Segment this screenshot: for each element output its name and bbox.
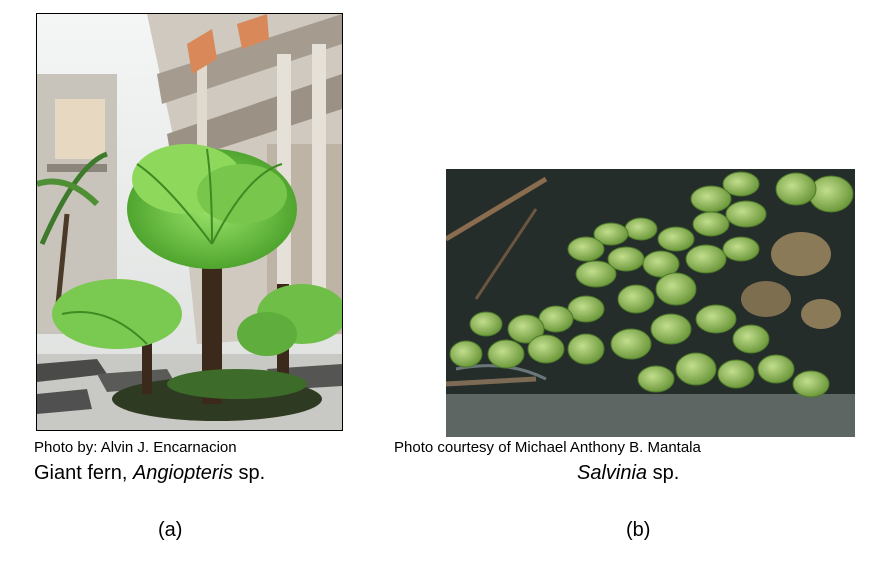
caption-a-genus: Angiopteris (132, 462, 233, 484)
figure-b-label: (b) (626, 519, 651, 541)
salvinia-photo (446, 169, 855, 437)
photo-b-credit: Photo courtesy of Michael Anthony B. Man… (394, 439, 701, 456)
salvinia-image (446, 169, 855, 437)
photo-b-caption: Salvinia sp. (577, 462, 679, 485)
caption-a-prefix: Giant fern, (34, 462, 133, 484)
giant-fern-photo (36, 13, 343, 431)
giant-fern-image (37, 14, 342, 430)
caption-b-genus: Salvinia (577, 462, 648, 484)
photo-a-credit: Photo by: Alvin J. Encarnacion (34, 439, 237, 456)
figure-a-label: (a) (158, 519, 183, 541)
caption-b-suffix: sp. (647, 462, 680, 484)
photo-a-caption: Giant fern, Angiopteris sp. (34, 462, 265, 485)
caption-a-suffix: sp. (233, 462, 266, 484)
